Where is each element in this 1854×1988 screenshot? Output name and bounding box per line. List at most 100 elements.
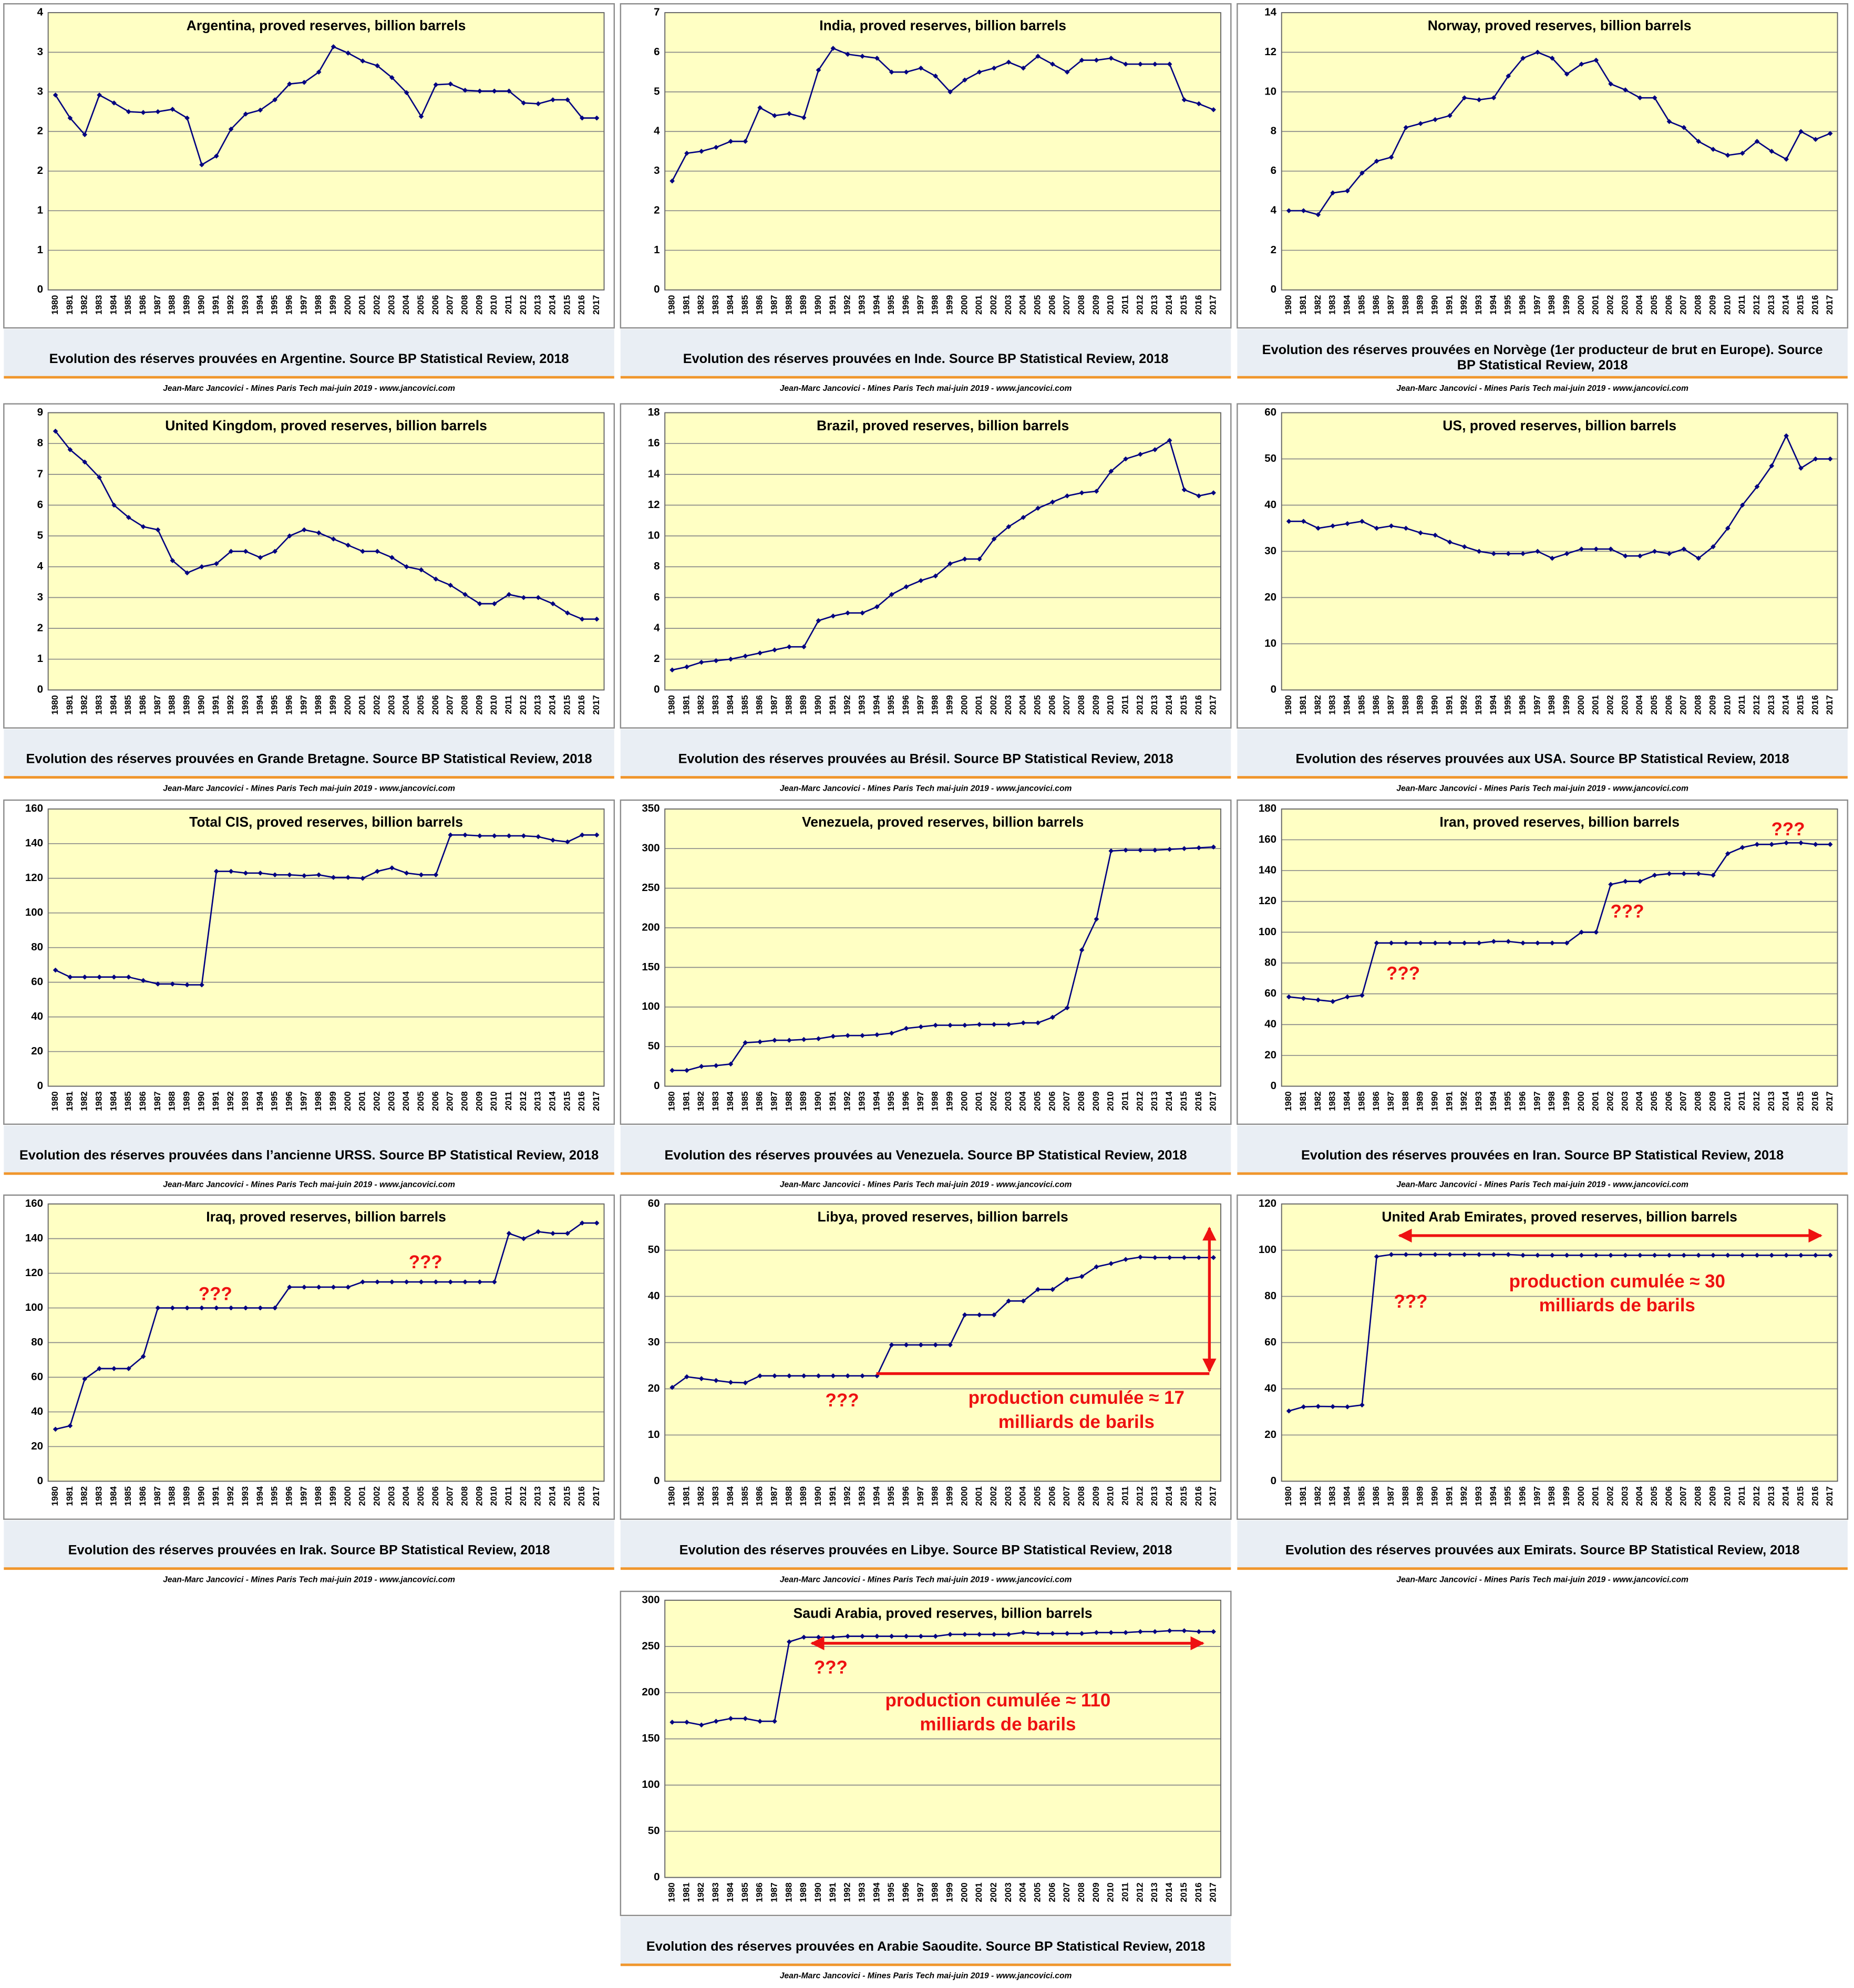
data-point xyxy=(1549,555,1555,561)
x-tick-label: 2017 xyxy=(1825,1486,1835,1506)
data-point xyxy=(184,982,190,988)
data-point xyxy=(1549,55,1555,61)
caption: Evolution des réserves prouvées aux USA.… xyxy=(1296,752,1789,767)
data-point xyxy=(713,1378,719,1383)
x-tick-label: 2016 xyxy=(1810,695,1820,715)
x-tick-label: 2002 xyxy=(988,1091,998,1111)
caption: Evolution des réserves prouvées au Brési… xyxy=(678,752,1173,767)
caption: Evolution des réserves prouvées en Argen… xyxy=(49,351,569,366)
x-tick-label: 1986 xyxy=(138,1091,148,1111)
data-point xyxy=(1461,544,1467,550)
data-point xyxy=(874,604,880,609)
y-tick-label: 1 xyxy=(37,244,43,256)
data-point xyxy=(684,1374,689,1380)
caption: Evolution des réserves prouvées en Grand… xyxy=(26,752,592,767)
data-point xyxy=(1447,540,1453,545)
x-tick-label: 1980 xyxy=(50,295,60,315)
x-tick-label: 2005 xyxy=(1033,1486,1043,1506)
x-tick-label: 1999 xyxy=(944,1882,954,1902)
data-point xyxy=(1301,1404,1306,1410)
annotation: milliards de barils xyxy=(920,1714,1076,1735)
x-tick-label: 1983 xyxy=(94,695,104,715)
series-line xyxy=(671,47,1214,182)
data-point xyxy=(506,88,512,94)
x-tick-label: 2004 xyxy=(401,295,411,315)
x-tick-label: 2016 xyxy=(1810,1091,1820,1111)
data-point xyxy=(1211,107,1216,112)
x-tick-label: 1996 xyxy=(901,1882,911,1902)
x-tick-label: 2017 xyxy=(1825,295,1835,315)
y-tick-label: 0 xyxy=(37,684,43,696)
x-tick-label: 1997 xyxy=(915,295,925,315)
data-point xyxy=(1152,447,1158,452)
x-tick-label: 1981 xyxy=(681,695,691,715)
y-tick-label: 250 xyxy=(642,1640,660,1652)
x-tick-label: 2013 xyxy=(1149,1486,1159,1506)
x-tick-label: 2012 xyxy=(1135,1882,1145,1902)
x-tick-label: 1998 xyxy=(1547,295,1557,315)
data-point xyxy=(53,92,58,98)
x-tick-label: 2001 xyxy=(357,1486,367,1506)
x-tick-label: 1998 xyxy=(930,1091,940,1111)
credit: Jean-Marc Jancovici - Mines Paris Tech m… xyxy=(1396,1575,1688,1584)
data-point xyxy=(53,1426,58,1432)
data-point xyxy=(97,1366,102,1371)
annotation: ??? xyxy=(199,1283,232,1304)
data-point xyxy=(830,613,836,619)
data-point xyxy=(199,1305,204,1311)
x-tick-label: 2005 xyxy=(1649,295,1659,315)
data-point xyxy=(302,79,307,85)
data-point xyxy=(53,967,58,973)
x-tick-label: 1998 xyxy=(313,1486,323,1506)
plot-border xyxy=(47,808,605,1087)
data-point xyxy=(757,1718,763,1724)
y-tick-label: 8 xyxy=(1271,125,1276,137)
data-point xyxy=(816,1036,821,1041)
x-tick-label: 1985 xyxy=(1356,1091,1366,1111)
x-tick-label: 2017 xyxy=(1208,295,1218,315)
x-tick-label: 2004 xyxy=(1018,1882,1028,1902)
x-tick-label: 1982 xyxy=(79,695,89,715)
data-point xyxy=(1418,940,1424,946)
data-point xyxy=(860,1373,865,1379)
x-tick-label: 2011 xyxy=(1120,695,1130,715)
data-point xyxy=(1769,149,1775,154)
chart-title: Iran, proved reserves, billion barrels xyxy=(1439,814,1680,830)
data-point xyxy=(1520,551,1526,556)
data-point xyxy=(272,97,277,102)
y-tick-label: 250 xyxy=(642,882,660,894)
caption: Evolution des réserves prouvées au Venez… xyxy=(665,1148,1187,1163)
x-tick-label: 2007 xyxy=(445,1091,455,1111)
caption-band xyxy=(4,729,614,778)
caption: Evolution des réserves prouvées dans l’a… xyxy=(19,1148,599,1163)
x-tick-label: 1997 xyxy=(298,295,308,315)
x-tick-label: 1981 xyxy=(65,1486,75,1506)
data-point xyxy=(1461,940,1467,946)
x-tick-label: 1984 xyxy=(108,1091,118,1111)
data-point xyxy=(345,542,351,548)
data-point xyxy=(82,459,88,465)
y-tick-label: 18 xyxy=(648,406,660,418)
caption-band xyxy=(620,329,1231,378)
chart-title: Venezuela, proved reserves, billion barr… xyxy=(802,814,1084,830)
x-tick-label: 1994 xyxy=(1488,1091,1498,1111)
x-tick-label: 1992 xyxy=(1459,695,1469,715)
annotation: ??? xyxy=(814,1657,848,1678)
chart-title: United Kingdom, proved reserves, billion… xyxy=(165,418,487,433)
y-tick-label: 60 xyxy=(1264,406,1276,418)
chart-panel: 0 20 40 60 80 100 120 140 160 1980 1981 1982 1983 198… xyxy=(3,799,615,1189)
data-point xyxy=(258,871,263,876)
chart-title: Brazil, proved reserves, billion barrels xyxy=(817,418,1069,433)
x-tick-label: 1983 xyxy=(1327,295,1337,315)
data-point xyxy=(1549,940,1555,946)
data-point xyxy=(199,982,204,988)
x-tick-label: 1994 xyxy=(871,1882,881,1902)
x-tick-label: 2004 xyxy=(1018,1486,1028,1506)
x-tick-label: 1995 xyxy=(886,295,896,315)
x-tick-label: 1982 xyxy=(1313,295,1323,315)
y-tick-label: 100 xyxy=(25,906,43,918)
y-tick-label: 5 xyxy=(654,85,660,97)
x-tick-label: 2017 xyxy=(591,295,601,315)
data-point xyxy=(1374,940,1379,946)
data-point xyxy=(976,1312,982,1318)
